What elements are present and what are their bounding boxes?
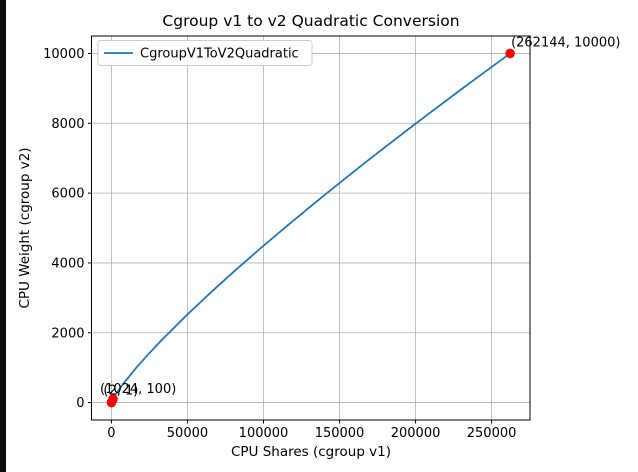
chart-title: Cgroup v1 to v2 Quadratic Conversion [162,12,459,30]
x-tick-label: 250000 [467,426,517,441]
legend-label: CgroupV1ToV2Quadratic [140,47,299,62]
window-edge-bar [0,0,6,472]
x-tick-label: 0 [107,426,115,441]
annotation-layer: (2, 1)(1024, 100) (262144, 10000) [100,35,620,398]
y-tick-label: 0 [76,396,84,411]
grid-layer [91,36,530,420]
y-axis-label: CPU Weight (cgroup v2) [17,147,33,308]
data-point-marker [505,48,515,59]
y-tick-label: 4000 [51,256,84,271]
y-tick-label: 10000 [43,47,84,62]
data-point-marker [108,394,118,404]
series-line [110,52,511,403]
x-tick-label: 150000 [315,426,365,441]
x-tick-label: 50000 [167,426,208,441]
y-tick-label: 2000 [51,326,84,341]
y-tick-label: 8000 [51,117,84,132]
x-tick-label: 200000 [391,426,441,441]
series-layer [110,52,511,403]
x-tick-label: 100000 [239,426,289,441]
legend-box [97,40,313,66]
point-annotation: (2, 1) [103,384,138,399]
point-annotation: (262144, 10000) [511,35,620,50]
tick-layer: 0 50000 100000 150000 200000 250000 0 2000 4000 6… [43,47,516,441]
axes-spines [91,35,531,421]
y-tick-label: 6000 [51,187,84,202]
x-axis-label: CPU Shares (cgroup v1) [231,444,391,460]
legend: CgroupV1ToV2Quadratic [97,40,313,66]
marker-layer [106,48,515,408]
point-annotation: (1024, 100) [100,382,176,397]
